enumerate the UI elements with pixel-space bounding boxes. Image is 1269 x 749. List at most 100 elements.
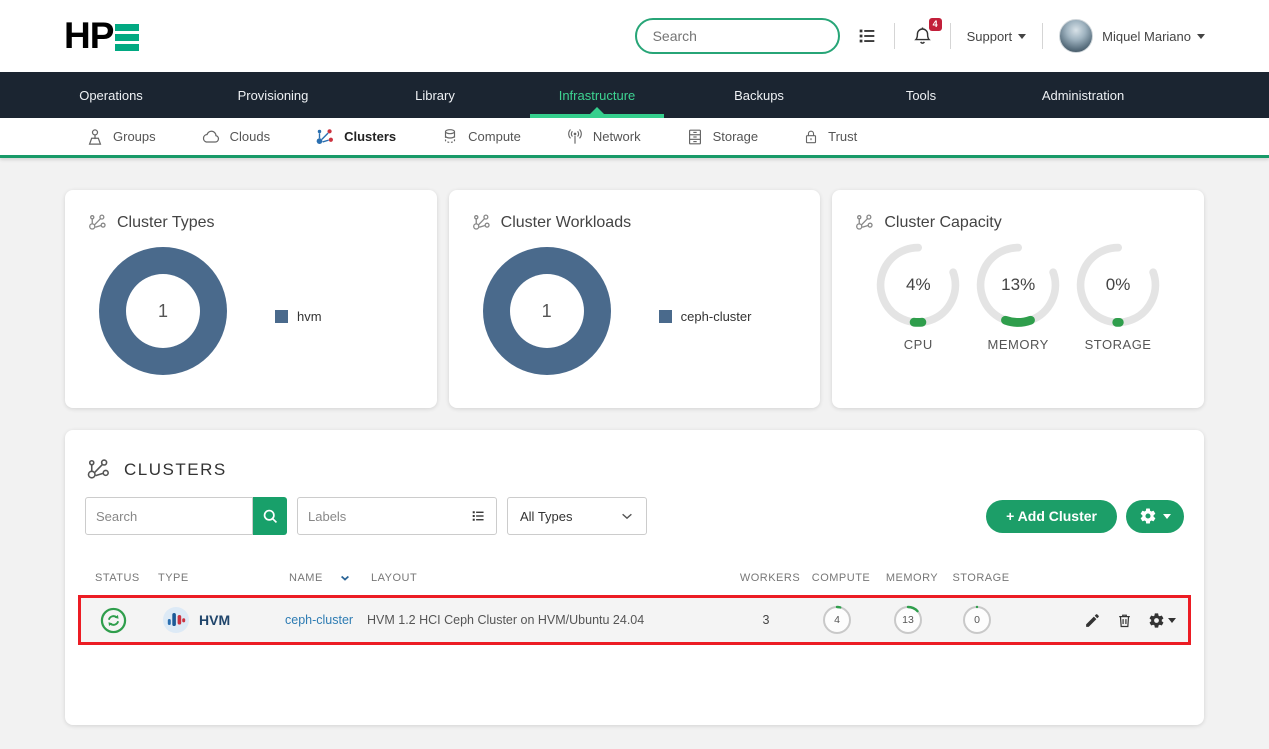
delete-button[interactable] (1116, 612, 1133, 629)
column-memory[interactable]: MEMORY (885, 572, 939, 584)
column-name[interactable]: NAME (285, 572, 365, 584)
avatar (1059, 19, 1094, 53)
chevron-down-icon (622, 513, 632, 520)
sync-status-icon (100, 607, 127, 633)
subnav-network[interactable]: Network (565, 127, 641, 147)
cluster-name-link[interactable]: ceph-cluster (285, 613, 354, 627)
column-workers[interactable]: WORKERS (739, 572, 801, 584)
memory-percent: 13% (1001, 275, 1036, 294)
type-filter-value: All Types (520, 508, 573, 524)
nav-operations[interactable]: Operations (79, 87, 143, 103)
nav-administration[interactable]: Administration (1041, 87, 1125, 103)
search-icon (263, 509, 277, 523)
labels-filter-input[interactable] (298, 508, 470, 524)
type-cell: HVM (146, 606, 281, 634)
legend-item: hvm (275, 257, 322, 375)
top-header: HP 4 Support Miquel M (0, 0, 1269, 72)
memory-value: 13 (902, 614, 914, 626)
cluster-types-card: Cluster Types 1 hvm (65, 190, 437, 408)
workers-cell: 3 (762, 613, 770, 627)
legend-item: ceph-cluster (658, 257, 751, 375)
cluster-types-donut: 1 (99, 247, 227, 375)
notifications-button[interactable]: 4 (911, 17, 942, 48)
nav-infrastructure[interactable]: Infrastructure (516, 72, 678, 118)
infrastructure-subnav: Groups Clouds Clusters Compute Network S… (0, 118, 1269, 158)
cluster-workloads-donut: 1 (482, 247, 611, 375)
memory-ring (893, 605, 923, 635)
memory-gauge: 13% MEMORY (974, 241, 1062, 352)
donut-total: 1 (157, 300, 168, 321)
type-filter-select[interactable]: All Types (507, 497, 647, 535)
support-label: Support (966, 28, 1013, 44)
column-storage[interactable]: STORAGE (952, 572, 1010, 584)
nav-backups[interactable]: Backups (734, 87, 784, 103)
global-search[interactable] (634, 18, 840, 54)
bell-icon (913, 26, 931, 44)
storage-ring (962, 605, 992, 635)
cluster-icon (87, 459, 109, 479)
nav-provisioning[interactable]: Provisioning (237, 87, 309, 103)
memory-cell: 13 (873, 605, 943, 635)
name-cell: ceph-cluster (281, 613, 361, 627)
activity-list-button[interactable] (856, 25, 878, 47)
user-menu[interactable]: Miquel Mariano (1059, 19, 1205, 53)
table-row-ceph-cluster[interactable]: HVM ceph-cluster HVM 1.2 HCI Ceph Cluste… (81, 598, 1188, 642)
pencil-icon (1086, 613, 1099, 627)
hpe-logo[interactable]: HP (64, 17, 140, 54)
subnav-storage[interactable]: Storage (685, 127, 758, 147)
legend-swatch (275, 309, 288, 323)
cpu-gauge-ring (876, 243, 961, 327)
storage-percent: 0% (1105, 275, 1131, 294)
layout-cell: HVM 1.2 HCI Ceph Cluster on HVM/Ubuntu 2… (367, 613, 645, 627)
storage-gauge-ring (1076, 243, 1160, 327)
nav-library[interactable]: Library (415, 87, 455, 103)
notification-badge: 4 (928, 17, 942, 31)
storage-value: 0 (974, 614, 980, 626)
row-actions (1011, 612, 1188, 629)
chevron-down-icon (1197, 33, 1205, 39)
cluster-type: HVM (199, 612, 231, 628)
legend-swatch (658, 309, 672, 323)
cluster-capacity-card: Cluster Capacity 4% CPU (832, 190, 1205, 408)
memory-gauge-ring (976, 243, 1060, 327)
compute-cell: 4 (801, 605, 873, 635)
gear-icon (1140, 508, 1156, 524)
row-settings-button[interactable] (1148, 612, 1176, 629)
card-title: Cluster Capacity (884, 213, 1002, 231)
hvm-type-icon (163, 607, 189, 633)
clusters-search-button[interactable] (253, 497, 287, 535)
clusters-search-input[interactable] (86, 508, 252, 524)
cluster-icon (316, 128, 334, 144)
global-search-input[interactable] (652, 28, 834, 44)
nav-tools[interactable]: Tools (905, 87, 937, 103)
card-title: Cluster Workloads (500, 213, 632, 231)
compute-value: 4 (834, 614, 840, 626)
list-icon (472, 511, 484, 521)
user-name: Miquel Mariano (1102, 28, 1191, 44)
cluster-icon (472, 214, 490, 230)
cluster-actions-button[interactable] (1126, 499, 1184, 533)
subnav-trust[interactable]: Trust (802, 127, 857, 147)
donut-total: 1 (541, 300, 552, 321)
chevron-down-icon (1168, 617, 1176, 623)
add-cluster-button[interactable]: + Add Cluster (986, 499, 1117, 533)
subnav-clusters[interactable]: Clusters (314, 126, 396, 148)
hpe-logo-e (115, 24, 140, 51)
compute-ring (822, 605, 852, 635)
subnav-compute[interactable]: Compute (440, 127, 521, 147)
subnav-clouds[interactable]: Clouds (200, 127, 270, 147)
trash-icon (1119, 614, 1130, 627)
subnav-groups[interactable]: Groups (85, 127, 156, 147)
support-menu[interactable]: Support (967, 29, 1027, 44)
column-layout[interactable]: LAYOUT (371, 572, 418, 584)
divider (893, 23, 895, 49)
edit-button[interactable] (1084, 612, 1101, 629)
cpu-percent: 4% (905, 275, 931, 294)
clusters-toolbar: All Types + Add Cluster (85, 497, 1184, 535)
cpu-label: CPU (903, 337, 933, 352)
column-type[interactable]: TYPE (158, 572, 189, 584)
column-compute[interactable]: COMPUTE (811, 572, 871, 584)
cluster-icon (856, 214, 874, 230)
column-status[interactable]: STATUS (95, 572, 140, 584)
